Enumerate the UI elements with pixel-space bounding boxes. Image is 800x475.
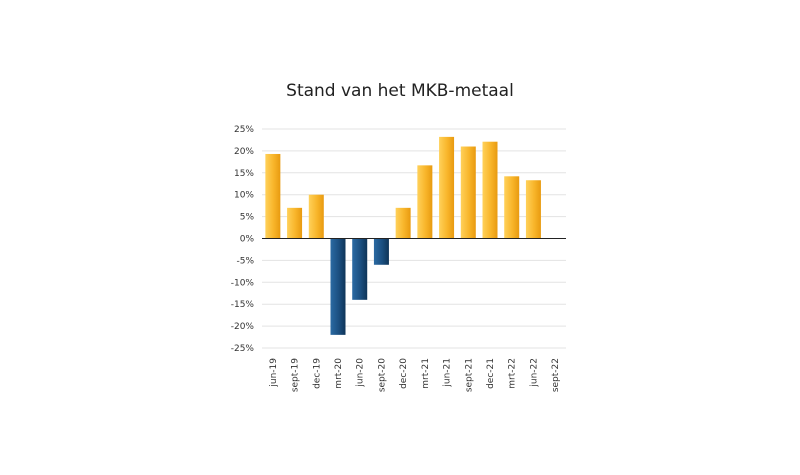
- x-tick-label: jun-19: [269, 358, 279, 388]
- y-tick-label: -20%: [231, 322, 255, 332]
- y-tick-label: 20%: [234, 147, 254, 157]
- y-tick-label: 5%: [240, 213, 255, 223]
- x-tick-label: jun-22: [529, 358, 539, 388]
- y-tick-label: 15%: [234, 169, 254, 179]
- x-tick-label: sept-22: [551, 358, 561, 392]
- bar-mrt-21: [417, 165, 433, 239]
- x-tick-label: mrt-21: [421, 358, 431, 389]
- bar-mrt-22: [504, 176, 520, 239]
- y-tick-label: -15%: [231, 300, 255, 310]
- x-tick-label: sept-19: [291, 358, 301, 392]
- bar-sept-21: [460, 146, 476, 239]
- bars: [262, 136, 566, 335]
- chart-title: Stand van het MKB-metaal: [286, 81, 514, 101]
- x-tick-label: sept-20: [377, 358, 387, 392]
- y-tick-label: -10%: [231, 278, 255, 288]
- bar-dec-19: [308, 194, 324, 239]
- y-tick-label: 25%: [234, 125, 254, 135]
- x-tick-label: dec-20: [399, 358, 409, 389]
- y-tick-label: -5%: [236, 256, 254, 266]
- x-tick-label: jun-21: [443, 358, 453, 388]
- bar-mrt-20: [330, 238, 346, 335]
- y-tick-label: -25%: [231, 344, 255, 354]
- bar-sept-20: [373, 238, 389, 265]
- x-tick-label: jun-20: [356, 358, 366, 388]
- x-tick-label: dec-19: [312, 358, 322, 389]
- bar-jun-19: [265, 153, 281, 239]
- bar-jun-22: [525, 180, 541, 239]
- bar-sept-19: [287, 207, 303, 239]
- x-tick-label: dec-21: [486, 358, 496, 389]
- x-tick-label: mrt-20: [334, 358, 344, 389]
- y-axis-labels: 25% 20% 15% 10% 5% 0% -5% -10% -15% -20% -25%: [231, 125, 255, 354]
- bar-dec-21: [482, 141, 498, 239]
- x-axis-labels: jun-19 sept-19 dec-19 mrt-20 jun-20 sept-20 de…: [269, 358, 561, 392]
- y-tick-label: 0%: [240, 235, 255, 245]
- bar-jun-20: [352, 238, 368, 300]
- bar-dec-20: [395, 207, 411, 239]
- bar-jun-21: [439, 136, 455, 239]
- y-tick-label: 10%: [234, 191, 254, 201]
- x-tick-label: mrt-22: [508, 358, 518, 389]
- x-tick-label: sept-21: [464, 358, 474, 392]
